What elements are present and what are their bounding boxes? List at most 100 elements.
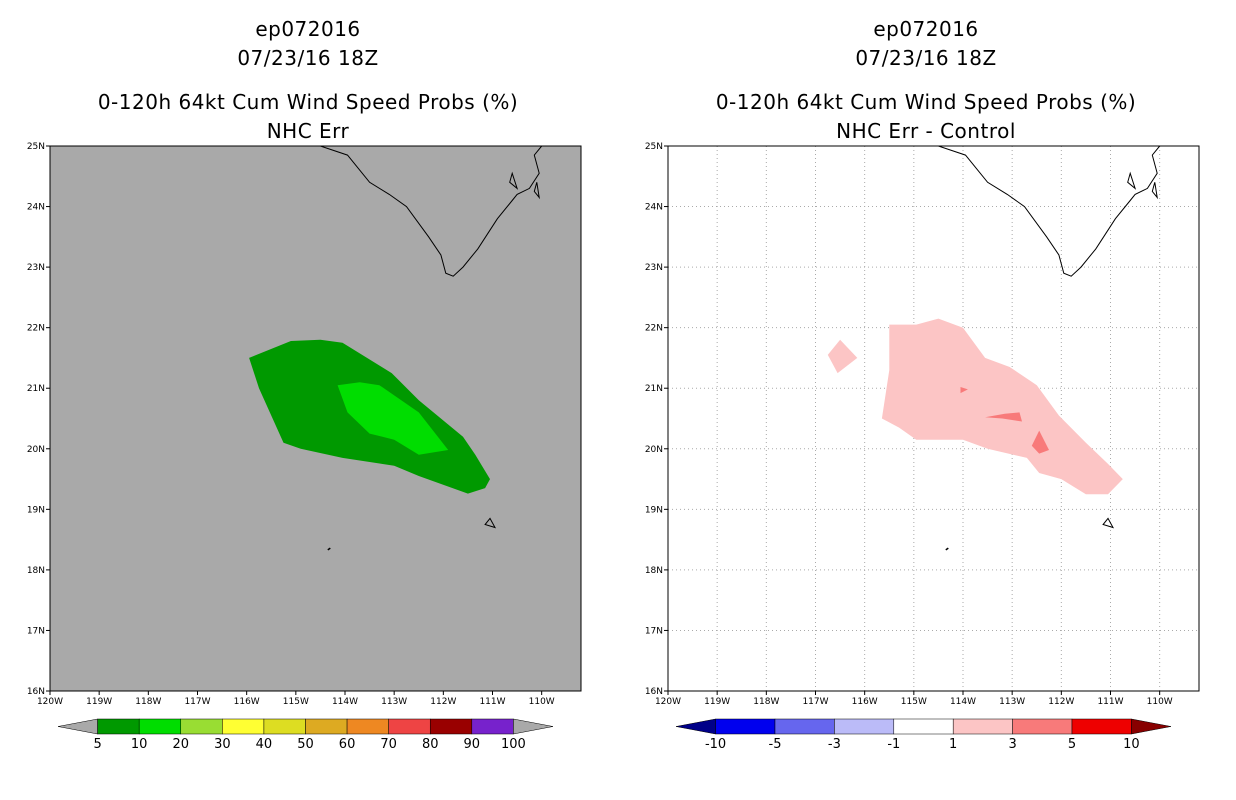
left-title-line1: ep072016: [255, 17, 361, 41]
left-y-tick-label: 18N: [27, 566, 45, 576]
left-x-tick-label: 115W: [283, 697, 309, 707]
left-colorbar-label: 60: [339, 737, 356, 752]
left-plot-area: 120W 119W 118W 117W 116W 115W 114W 113W 112W 111W…: [27, 142, 582, 707]
right-x-tick-label: 115W: [901, 697, 927, 707]
right-x-tick-label: 118W: [753, 697, 779, 707]
left-colorbar-label: 5: [93, 737, 101, 752]
right-colorbar-swatch: [774, 718, 835, 735]
left-colorbar-swatch: [222, 718, 265, 735]
left-colorbar-swatch: [180, 718, 223, 735]
left-y-tick-label: 16N: [27, 687, 45, 697]
left-x-tick-label: 120W: [37, 697, 63, 707]
left-colorbar-swatch: [471, 718, 514, 735]
right-y-tick-label: 22N: [645, 324, 663, 334]
left-contour-10-20-1: [337, 382, 449, 455]
right-y-tick-label: 21N: [645, 384, 663, 394]
left-x-tick-label: 117W: [184, 697, 210, 707]
left-y-tick-label: 24N: [27, 203, 45, 213]
left-island-socorro: [484, 517, 497, 529]
left-x-tick-label: 111W: [479, 697, 505, 707]
left-colorbar: 5 10 20 30 40 50 60 70 80 90 100: [57, 718, 554, 752]
right-coast-island-1: [1127, 171, 1137, 190]
left-y-tick-label: 25N: [27, 142, 45, 152]
right-plot-frame: [667, 145, 1200, 692]
right-colorbar-swatch: [952, 718, 1013, 735]
left-coast-island-1: [509, 171, 519, 190]
right-coastline: [938, 146, 1161, 277]
left-colorbar-swatch: [263, 718, 306, 735]
right-colorbar-label: 10: [1123, 737, 1140, 752]
right-x-tick-label: 119W: [704, 697, 730, 707]
right-colorbar-swatch: [1071, 718, 1132, 735]
left-x-tick-label: 113W: [381, 697, 407, 707]
right-y-tick-label: 17N: [645, 626, 663, 636]
right-y-tick-label: 25N: [645, 142, 663, 152]
right-colorbar-label: -1: [887, 737, 900, 752]
left-y-tick-label: 20N: [27, 445, 45, 455]
left-y-tick-label: 23N: [27, 263, 45, 273]
right-colorbar-swatch: [834, 718, 895, 735]
right-colorbar-swatch: [1012, 718, 1073, 735]
right-title-line1: ep072016: [873, 17, 979, 41]
right-x-tick-label: 120W: [655, 697, 681, 707]
right-x-tick-label: 117W: [802, 697, 828, 707]
left-x-tick-label: 112W: [430, 697, 456, 707]
left-title-line4: NHC Err: [266, 119, 350, 143]
right-title-line2: 07/23/16 18Z: [855, 46, 997, 70]
left-colorbar-label: 80: [422, 737, 439, 752]
left-colorbar-label: 30: [214, 737, 231, 752]
right-colorbar-underflow-triangle: [675, 718, 716, 735]
left-colorbar-label: 40: [256, 737, 273, 752]
right-x-tick-label: 110W: [1147, 697, 1173, 707]
left-coastline: [320, 146, 543, 277]
right-y-tick-label: 23N: [645, 263, 663, 273]
left-x-tick-label: 114W: [332, 697, 358, 707]
right-colorbar-swatch: [893, 718, 954, 735]
right-x-tick-label: 111W: [1097, 697, 1123, 707]
right-x-tick-label: 112W: [1048, 697, 1074, 707]
left-y-tick-label: 17N: [27, 626, 45, 636]
right-title-line3: 0-120h 64kt Cum Wind Speed Probs (%): [715, 90, 1137, 114]
right-y-tick-label: 19N: [645, 505, 663, 515]
right-colorbar-swatch: [715, 718, 776, 735]
left-title-line3: 0-120h 64kt Cum Wind Speed Probs (%): [97, 90, 519, 114]
left-x-tick-label: 118W: [135, 697, 161, 707]
left-title: ep072016 07/23/16 18Z: [50, 15, 566, 73]
right-island-socorro: [1102, 517, 1115, 529]
right-title: ep072016 07/23/16 18Z: [668, 15, 1184, 73]
left-colorbar-overflow-triangle: [513, 718, 554, 735]
left-colorbar-swatch: [138, 718, 182, 735]
right-y-tick-label: 20N: [645, 445, 663, 455]
left-x-tick-label: 110W: [529, 697, 555, 707]
left-x-tick-label: 119W: [86, 697, 112, 707]
left-colorbar-label: 70: [380, 737, 397, 752]
left-title-line2: 07/23/16 18Z: [237, 46, 379, 70]
left-colorbar-swatch: [346, 718, 389, 735]
left-colorbar-swatch: [429, 718, 473, 735]
right-colorbar-overflow-triangle: [1131, 718, 1172, 735]
left-plot-frame: [49, 145, 582, 692]
left-colorbar-swatch: [388, 718, 431, 735]
left-subtitle: 0-120h 64kt Cum Wind Speed Probs (%) NHC…: [50, 88, 566, 146]
left-y-tick-label: 19N: [27, 505, 45, 515]
right-colorbar-label: -3: [828, 737, 841, 752]
right-contour-1-3-1: [881, 318, 1123, 495]
right-y-tick-label: 24N: [645, 203, 663, 213]
right-colorbar: -10 -5 -3 -1 1 3 5 10: [675, 718, 1172, 752]
right-x-tick-label: 114W: [950, 697, 976, 707]
right-contour-3-5-4: [960, 387, 968, 394]
left-colorbar-label: 50: [297, 737, 314, 752]
left-colorbar-label: 20: [172, 737, 189, 752]
right-contour-3-5-3: [1031, 430, 1049, 454]
right-colorbar-label: -5: [769, 737, 782, 752]
left-y-tick-label: 21N: [27, 384, 45, 394]
right-contour-3-5-2: [985, 412, 1022, 422]
right-colorbar-label: 5: [1068, 737, 1076, 752]
left-colorbar-label: 90: [464, 737, 481, 752]
left-colorbar-label: 100: [501, 737, 526, 752]
right-colorbar-label: 3: [1008, 737, 1016, 752]
left-x-tick-label: 116W: [234, 697, 260, 707]
right-y-tick-label: 18N: [645, 566, 663, 576]
left-colorbar-underflow-triangle: [57, 718, 98, 735]
right-contour-1-3-0: [827, 339, 858, 374]
